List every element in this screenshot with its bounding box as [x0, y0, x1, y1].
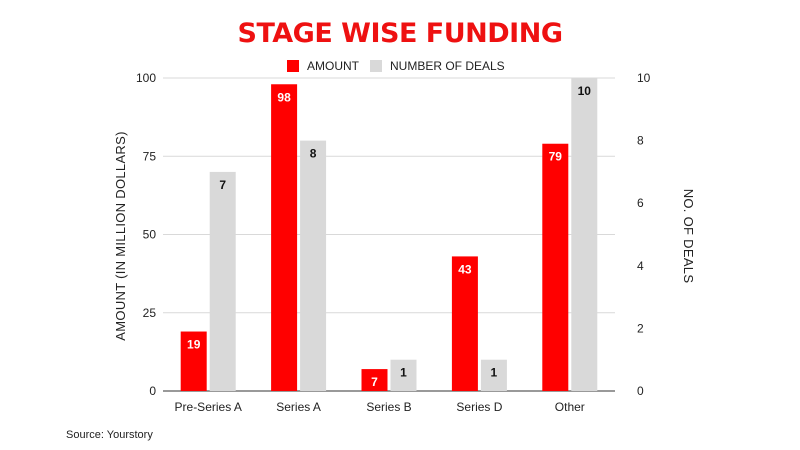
bar-value-amount-series-a: 98	[277, 90, 291, 104]
right-tick-label: 2	[637, 321, 644, 335]
category-label-other: Other	[555, 400, 585, 414]
left-tick-label: 100	[136, 71, 156, 85]
category-label-pre-series-a: Pre-Series A	[175, 400, 242, 414]
category-label-series-a: Series A	[276, 400, 321, 414]
category-label-series-b: Series B	[366, 400, 411, 414]
bar-amount-series-a	[271, 84, 298, 391]
right-axis-label: NO. OF DEALS	[681, 189, 696, 284]
bar-amount-series-d	[451, 256, 478, 391]
bar-amount-other	[542, 143, 569, 391]
left-axis-label: AMOUNT (IN MILLION DOLLARS)	[113, 131, 128, 340]
bar-number-of-deals-series-d	[480, 359, 507, 391]
category-labels: Pre-Series A Series A Series B Series D Othe…	[175, 400, 585, 414]
bar-value-amount-pre-series-a: 19	[187, 338, 201, 352]
left-tick-label: 0	[149, 384, 156, 398]
bar-number-of-deals-series-b	[390, 359, 417, 391]
bar-amount-pre-series-a	[180, 331, 207, 391]
bar-value-number-of-deals-series-d: 1	[491, 366, 498, 380]
bar-labels: 19 7 98 8 7 1 43 1 79 10	[187, 84, 591, 389]
bar-value-number-of-deals-pre-series-a: 7	[219, 178, 226, 192]
bars	[180, 78, 598, 391]
bar-number-of-deals-other	[571, 78, 598, 391]
legend-label-deals: NUMBER OF DEALS	[390, 59, 505, 73]
left-axis-ticks: 0 25 50 75 100	[136, 71, 156, 398]
bar-number-of-deals-pre-series-a	[209, 171, 236, 391]
bar-value-amount-series-d: 43	[458, 262, 472, 276]
legend: AMOUNT NUMBER OF DEALS	[287, 59, 505, 73]
bar-number-of-deals-series-a	[300, 140, 327, 391]
legend-label-amount: AMOUNT	[307, 59, 360, 73]
right-tick-label: 6	[637, 196, 644, 210]
bar-value-amount-other: 79	[549, 150, 563, 164]
right-tick-label: 0	[637, 384, 644, 398]
category-label-series-d: Series D	[456, 400, 502, 414]
bar-amount-series-b	[361, 369, 388, 391]
legend-swatch-deals	[370, 60, 382, 72]
bar-value-number-of-deals-series-a: 8	[310, 147, 317, 161]
right-axis-ticks: 0 2 4 6 8 10	[637, 71, 651, 398]
right-tick-label: 10	[637, 71, 651, 85]
bar-value-amount-series-b: 7	[371, 375, 378, 389]
left-tick-label: 50	[143, 228, 157, 242]
bar-value-number-of-deals-series-b: 1	[400, 366, 407, 380]
source-note: Source: Yourstory	[66, 429, 153, 441]
left-tick-label: 75	[143, 149, 157, 163]
right-tick-label: 8	[637, 134, 644, 148]
gridlines	[163, 77, 615, 392]
right-tick-label: 4	[637, 259, 644, 273]
bar-value-number-of-deals-other: 10	[578, 84, 592, 98]
chart-title: STAGE WISE FUNDING	[238, 18, 563, 49]
legend-swatch-amount	[287, 60, 299, 72]
left-tick-label: 25	[143, 306, 157, 320]
